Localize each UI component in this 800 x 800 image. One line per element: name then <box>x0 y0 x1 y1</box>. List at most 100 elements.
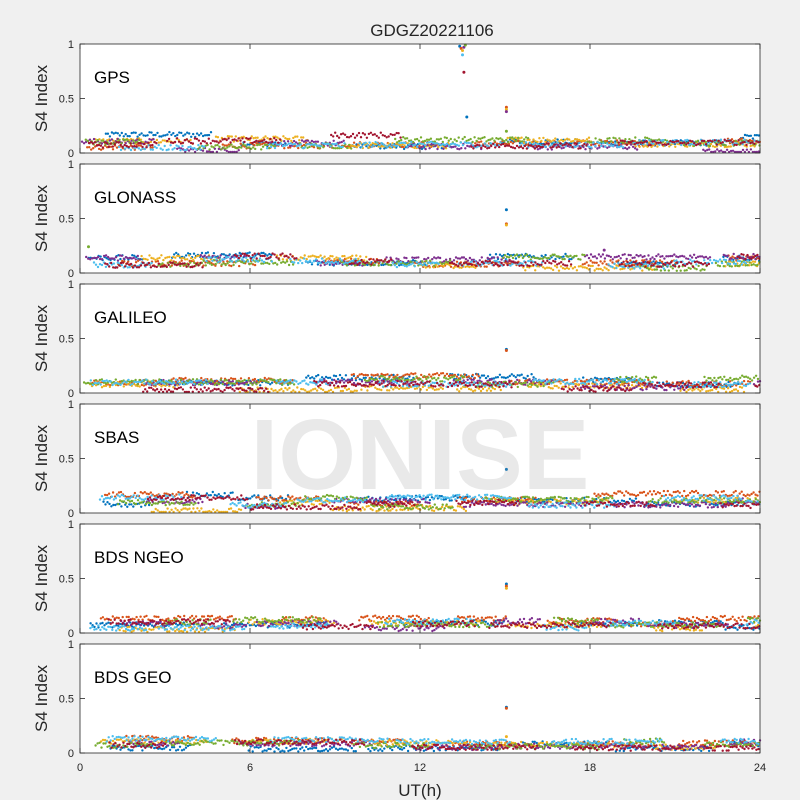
data-point <box>375 378 378 381</box>
data-point <box>204 378 208 382</box>
data-point <box>207 150 211 153</box>
data-point <box>599 381 603 384</box>
data-point <box>314 140 318 143</box>
data-point <box>151 148 154 151</box>
data-point <box>330 133 333 137</box>
data-point <box>410 140 413 144</box>
data-point <box>603 266 606 269</box>
data-point <box>311 381 314 384</box>
data-point <box>195 254 199 258</box>
data-point <box>488 146 491 149</box>
data-point <box>648 141 651 144</box>
data-point <box>239 380 242 383</box>
data-point <box>413 377 416 381</box>
data-point <box>703 385 706 388</box>
data-point <box>756 377 760 381</box>
data-point <box>607 269 610 272</box>
data-point <box>683 388 686 392</box>
data-point <box>727 378 730 381</box>
data-point <box>318 261 322 265</box>
data-point <box>685 262 689 266</box>
data-point <box>208 148 211 151</box>
data-point <box>749 144 752 148</box>
data-point <box>706 148 709 152</box>
data-point <box>84 138 88 141</box>
data-point <box>504 385 508 388</box>
data-point <box>406 145 409 148</box>
data-point <box>745 143 748 147</box>
data-point <box>435 378 438 382</box>
data-point <box>336 385 340 388</box>
data-point <box>536 140 539 144</box>
data-point <box>121 382 124 385</box>
data-point <box>391 380 395 383</box>
data-point <box>633 267 636 270</box>
data-point <box>457 373 460 376</box>
data-point <box>292 383 296 386</box>
data-point <box>220 263 223 266</box>
data-point <box>233 256 236 259</box>
data-point <box>514 257 518 260</box>
data-point <box>708 144 712 148</box>
data-point <box>157 143 160 147</box>
data-point <box>155 142 158 145</box>
data-point <box>558 262 561 265</box>
data-point <box>425 388 429 392</box>
data-point <box>642 261 645 264</box>
data-point <box>517 255 521 259</box>
data-point <box>178 131 181 134</box>
data-point <box>499 141 502 144</box>
data-point <box>231 150 234 154</box>
data-point <box>756 380 760 383</box>
data-point <box>161 139 164 142</box>
data-point <box>343 133 347 136</box>
data-point <box>321 378 324 382</box>
data-point <box>164 384 167 387</box>
data-point <box>179 386 183 389</box>
data-point <box>193 147 196 150</box>
data-point <box>488 253 492 256</box>
data-point <box>679 269 682 272</box>
data-point <box>370 263 373 266</box>
data-point <box>399 144 402 147</box>
data-point <box>341 389 345 393</box>
data-point <box>259 384 262 387</box>
data-point <box>680 260 683 264</box>
data-point <box>423 375 426 378</box>
data-point <box>708 256 712 259</box>
data-point <box>532 376 535 379</box>
data-point <box>310 139 314 143</box>
data-point <box>249 381 252 385</box>
data-point <box>168 130 171 134</box>
data-point <box>731 149 735 152</box>
data-point <box>247 377 251 380</box>
data-point <box>351 132 355 136</box>
data-point <box>721 141 724 144</box>
data-point <box>296 135 299 138</box>
data-point <box>500 261 503 265</box>
data-point <box>348 380 352 384</box>
data-point <box>530 373 533 376</box>
data-point <box>659 141 662 144</box>
data-point <box>286 137 289 141</box>
data-point <box>295 380 298 383</box>
data-point <box>617 141 620 144</box>
data-point <box>559 256 562 259</box>
data-point <box>619 375 622 379</box>
data-point <box>731 141 734 144</box>
data-point <box>263 141 266 145</box>
data-point <box>177 145 180 148</box>
data-point <box>656 263 660 266</box>
data-point <box>372 258 375 261</box>
data-point <box>204 264 207 267</box>
data-point <box>397 132 400 135</box>
data-point <box>719 144 723 147</box>
data-point <box>474 266 477 269</box>
data-point <box>442 262 446 265</box>
data-point <box>717 139 720 142</box>
data-point <box>288 144 292 148</box>
data-point <box>199 132 203 135</box>
data-point <box>606 142 609 145</box>
data-point <box>748 261 751 264</box>
data-point <box>480 256 483 259</box>
